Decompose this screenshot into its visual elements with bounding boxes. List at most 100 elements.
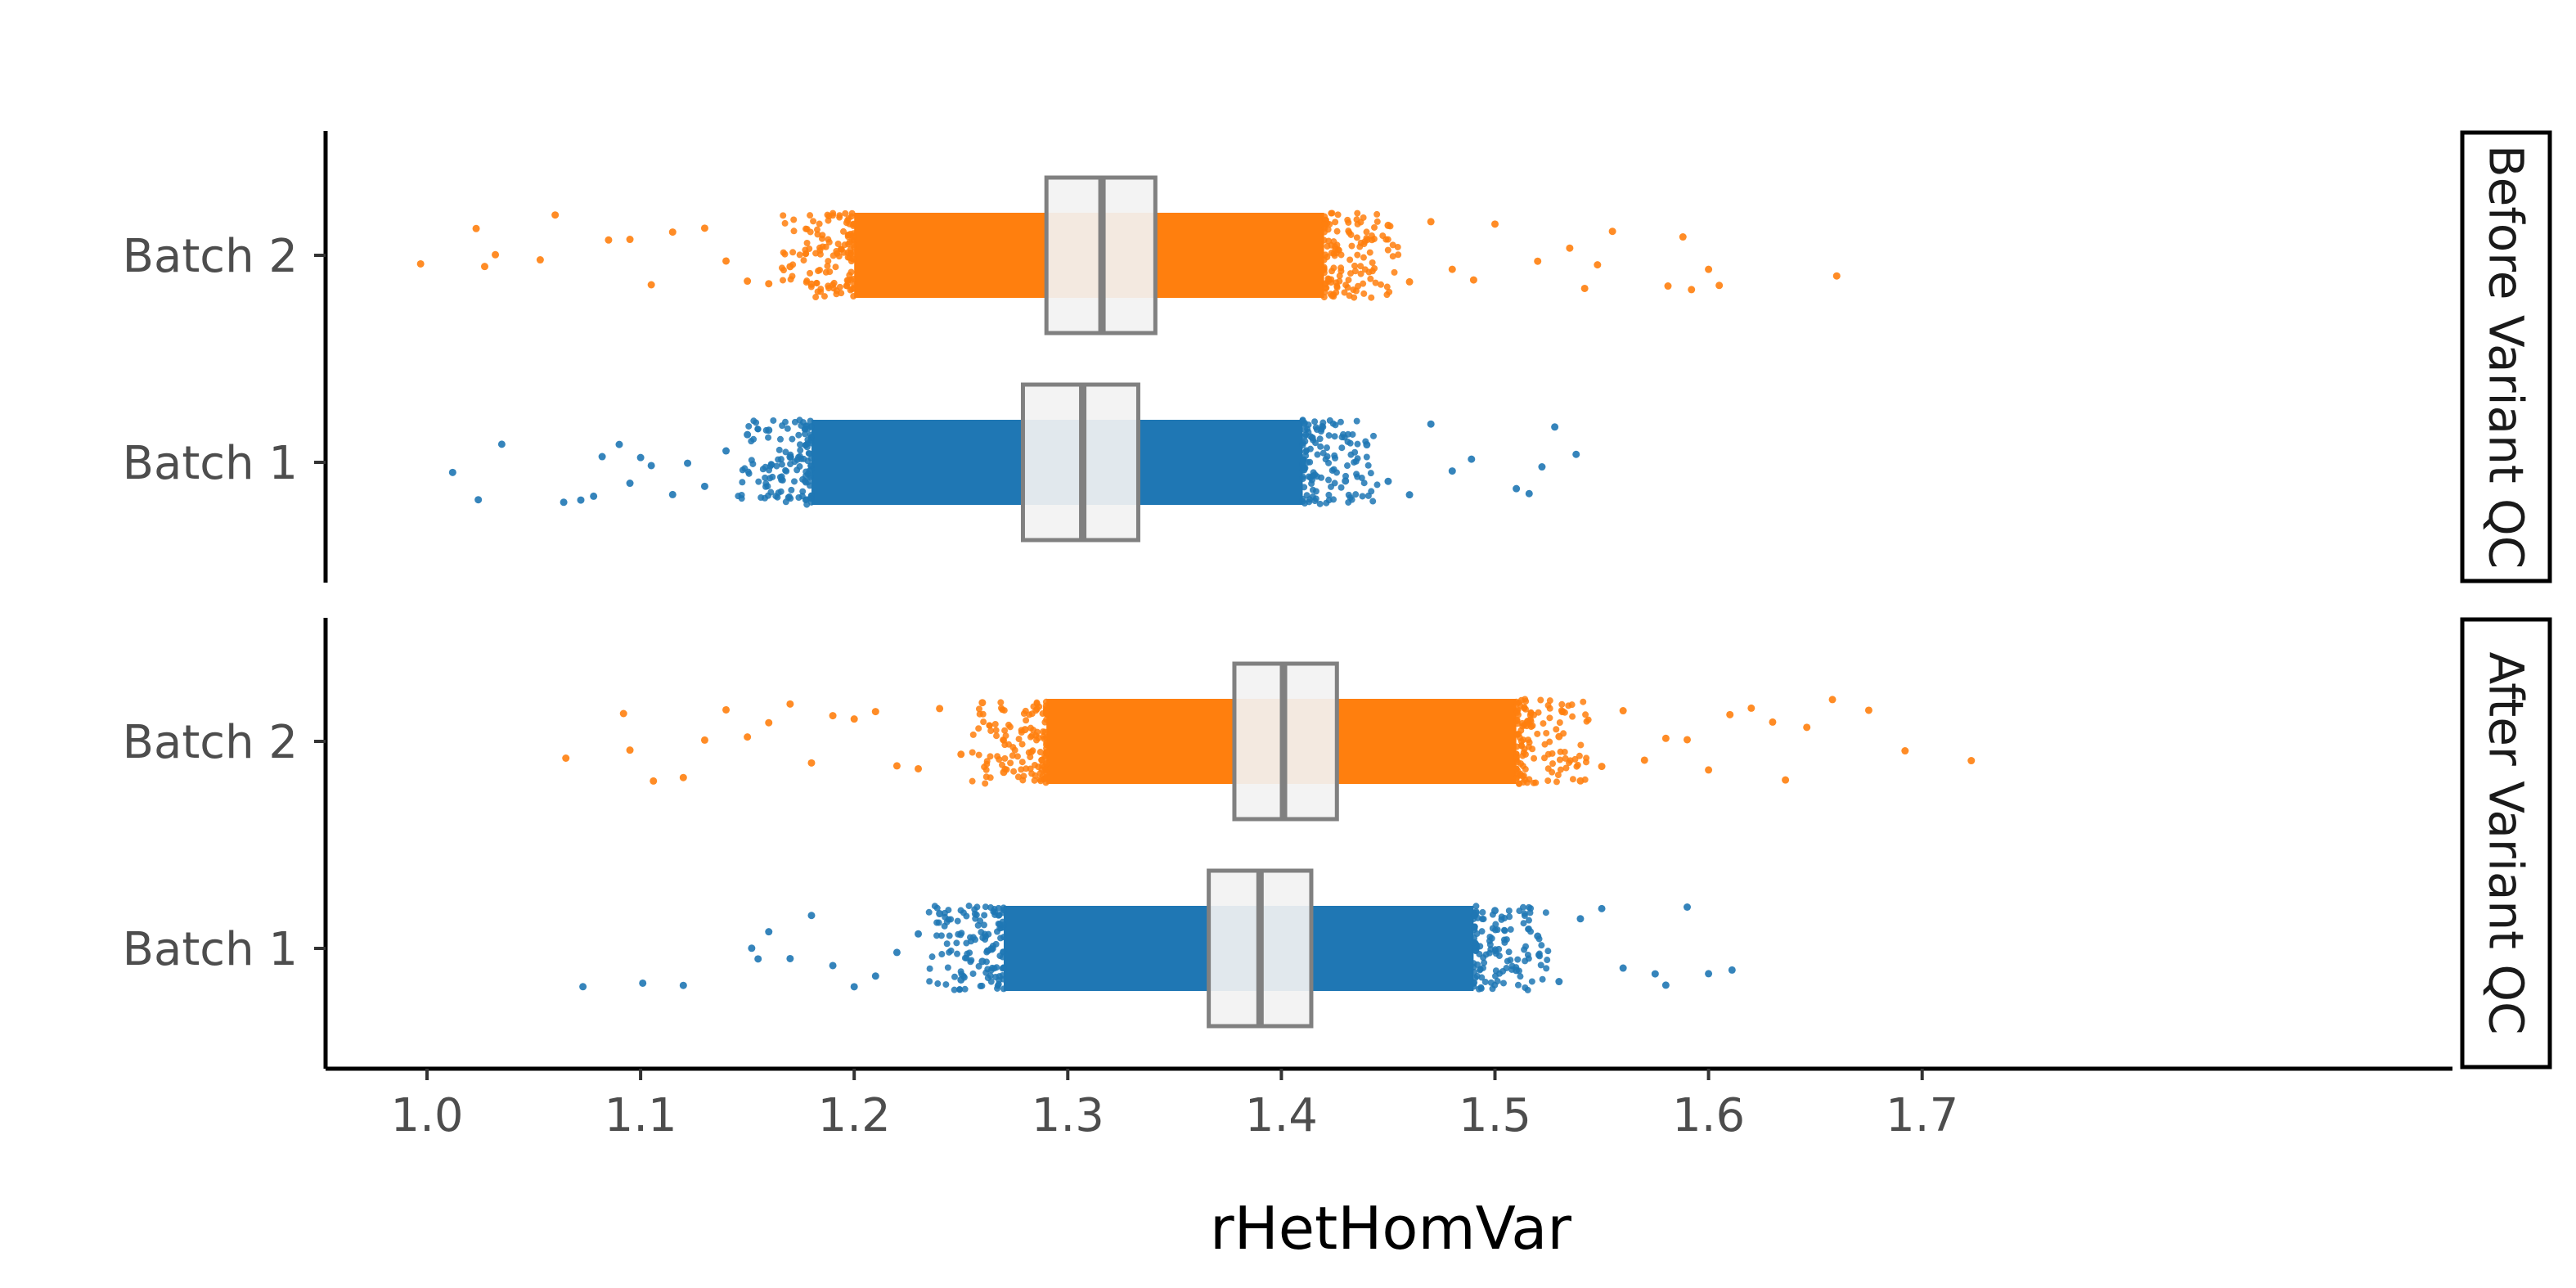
data-point — [1499, 980, 1507, 987]
data-point — [1535, 952, 1542, 959]
data-point — [1320, 228, 1328, 236]
data-point — [1489, 985, 1496, 993]
data-point — [1566, 759, 1573, 767]
data-point — [1336, 272, 1343, 280]
data-point — [1577, 741, 1585, 749]
data-point — [999, 953, 1006, 961]
data-point — [832, 263, 839, 271]
data-point — [1018, 741, 1026, 748]
data-point — [849, 255, 856, 263]
data-point — [1473, 942, 1481, 949]
data-point — [1353, 471, 1360, 478]
data-point — [1043, 710, 1050, 718]
data-point — [1337, 484, 1345, 491]
data-point — [1524, 986, 1531, 993]
x-tick-label: 1.6 — [1672, 1089, 1745, 1142]
data-point — [684, 459, 692, 467]
data-point — [753, 419, 760, 426]
data-point — [744, 430, 752, 439]
data-point — [577, 496, 585, 504]
data-point — [965, 903, 973, 910]
data-point — [1384, 221, 1392, 229]
data-point — [762, 474, 769, 481]
data-point — [780, 277, 787, 284]
data-point — [750, 435, 758, 443]
data-point — [1303, 447, 1310, 454]
data-point — [1009, 752, 1016, 759]
data-point — [1345, 277, 1352, 284]
data-point — [767, 489, 775, 496]
data-point — [1363, 453, 1370, 461]
data-point — [848, 209, 856, 217]
data-point — [980, 921, 987, 929]
data-point — [1030, 727, 1037, 734]
data-point — [1322, 280, 1329, 287]
data-point — [850, 221, 857, 228]
data-point — [1345, 218, 1352, 226]
data-point — [1373, 210, 1381, 218]
data-point — [1347, 270, 1355, 277]
data-point — [1468, 455, 1476, 463]
data-point — [1357, 270, 1364, 277]
data-point — [1328, 483, 1335, 490]
data-point — [1032, 707, 1040, 714]
data-point — [992, 940, 1000, 948]
data-point — [1553, 778, 1560, 786]
x-tick-label: 1.1 — [605, 1089, 677, 1142]
data-point — [795, 431, 802, 439]
data-point — [1320, 294, 1328, 301]
data-point — [969, 749, 976, 756]
data-point — [813, 226, 820, 233]
data-point — [1043, 745, 1050, 752]
data-point — [1558, 700, 1566, 708]
data-point — [1481, 959, 1488, 966]
data-point — [1582, 711, 1589, 718]
data-point — [1316, 435, 1324, 443]
data-point — [1344, 284, 1351, 291]
data-point — [996, 921, 1004, 928]
data-point — [1561, 709, 1568, 716]
data-point — [1350, 286, 1357, 294]
data-point — [744, 733, 752, 741]
data-point — [590, 492, 598, 500]
data-point — [1395, 251, 1402, 259]
data-point — [799, 488, 807, 495]
data-point — [915, 930, 923, 938]
data-point — [1538, 463, 1546, 471]
data-point — [997, 699, 1005, 706]
data-point — [934, 980, 942, 988]
data-point — [990, 908, 997, 916]
data-point — [1728, 966, 1736, 974]
data-point — [982, 903, 989, 911]
data-point — [805, 449, 812, 457]
data-point — [942, 981, 950, 989]
data-point — [636, 453, 645, 462]
data-point — [1573, 763, 1580, 770]
data-point — [1651, 970, 1659, 978]
data-point — [1354, 209, 1361, 217]
data-point — [969, 970, 977, 977]
data-point — [1705, 970, 1713, 978]
data-point — [987, 753, 994, 760]
data-point — [1544, 948, 1552, 955]
data-point — [1471, 923, 1478, 930]
data-point — [1299, 495, 1306, 502]
data-point — [842, 209, 849, 217]
data-point — [1353, 234, 1360, 241]
data-point — [1525, 489, 1533, 498]
data-point — [1383, 291, 1391, 299]
data-point — [840, 227, 847, 235]
data-point — [986, 722, 993, 729]
data-point — [1535, 709, 1542, 716]
data-point — [1369, 259, 1376, 266]
data-point — [963, 939, 970, 947]
data-point — [1364, 462, 1372, 469]
data-point — [964, 950, 971, 957]
data-point — [957, 968, 964, 975]
data-point — [1368, 232, 1375, 240]
data-point — [1525, 736, 1532, 744]
data-point — [800, 257, 807, 264]
data-point — [807, 495, 815, 502]
data-point — [1505, 907, 1513, 914]
data-point — [1010, 768, 1018, 775]
